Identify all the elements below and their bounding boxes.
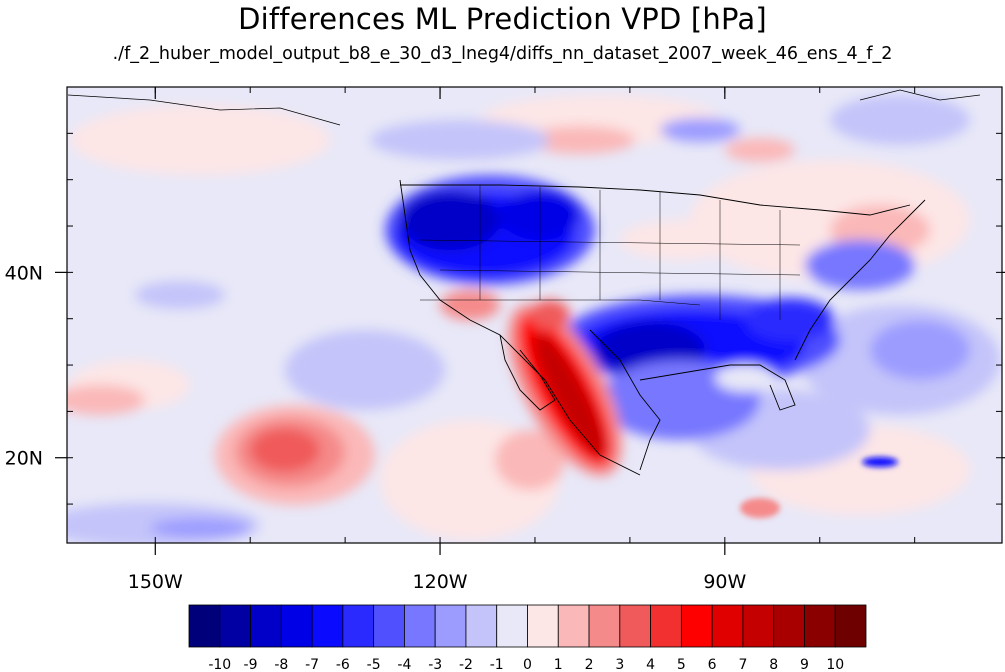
axis-ticks: 150W 120W 90W 40N 20N <box>5 87 1005 593</box>
colorbar-label: -5 <box>367 657 381 672</box>
coastline-outline <box>67 89 981 476</box>
colorbar-label: 3 <box>615 657 624 672</box>
colorbar-swatch <box>496 604 528 648</box>
colorbar-swatch <box>804 604 836 648</box>
colorbar-label: 5 <box>677 657 686 672</box>
colorbar-swatch <box>219 604 251 648</box>
colorbar-label: 8 <box>769 657 778 672</box>
colorbar-label: -9 <box>244 657 258 672</box>
colorbar-label: -4 <box>397 657 411 672</box>
colorbar-label: -2 <box>459 657 473 672</box>
colorbar-swatch <box>311 604 344 648</box>
colorbar-label: 6 <box>708 657 717 672</box>
colorbar-label: -7 <box>305 657 319 672</box>
colorbar-swatch <box>434 604 467 648</box>
colorbar-label: -8 <box>274 657 288 672</box>
colorbar-swatch <box>280 604 313 648</box>
colorbar-label: 7 <box>738 657 747 672</box>
colorbar-swatch <box>404 604 436 648</box>
colorbar-label: 1 <box>554 657 563 672</box>
colorbar-swatch <box>250 604 282 648</box>
plot-subtitle: ./f_2_huber_model_output_b8_e_30_d3_lneg… <box>112 44 893 64</box>
lon-tick-label: 90W <box>703 571 746 593</box>
difference-field <box>67 87 1002 543</box>
colorbar-swatch <box>711 604 744 648</box>
colorbar-swatch <box>773 604 805 648</box>
colorbar-swatch <box>373 604 405 648</box>
lat-tick-label: 20N <box>5 448 43 470</box>
colorbar-swatch <box>465 604 498 648</box>
colorbar-swatch <box>527 604 559 648</box>
plot-title: Differences ML Prediction VPD [hPa] <box>238 2 767 36</box>
colorbar: -10 -9 -8 -7 -6 -5 -4 -3 -2 -1 0 1 2 3 4 5 6 7 8 9 10 <box>188 604 867 672</box>
colorbar-swatch <box>619 604 651 648</box>
colorbar-label: 0 <box>523 657 532 672</box>
colorbar-swatch <box>650 604 682 648</box>
colorbar-swatch <box>680 604 713 648</box>
colorbar-label: -6 <box>336 657 350 672</box>
colorbar-label: -1 <box>490 657 504 672</box>
colorbar-label: 9 <box>800 657 809 672</box>
colorbar-swatch <box>188 604 221 648</box>
colorbar-label: 10 <box>826 657 844 672</box>
colorbar-label: -3 <box>428 657 442 672</box>
colorbar-swatch <box>588 604 621 648</box>
colorbar-label: 4 <box>646 657 655 672</box>
colorbar-swatch <box>834 604 867 648</box>
lat-tick-label: 40N <box>5 262 43 284</box>
colorbar-swatch <box>557 604 590 648</box>
colorbar-swatch <box>742 604 775 648</box>
lon-tick-label: 150W <box>128 571 183 593</box>
colorbar-label: -10 <box>208 657 231 672</box>
lon-tick-label: 120W <box>413 571 468 593</box>
colorbar-label: 2 <box>585 657 594 672</box>
colorbar-swatch <box>342 604 375 648</box>
